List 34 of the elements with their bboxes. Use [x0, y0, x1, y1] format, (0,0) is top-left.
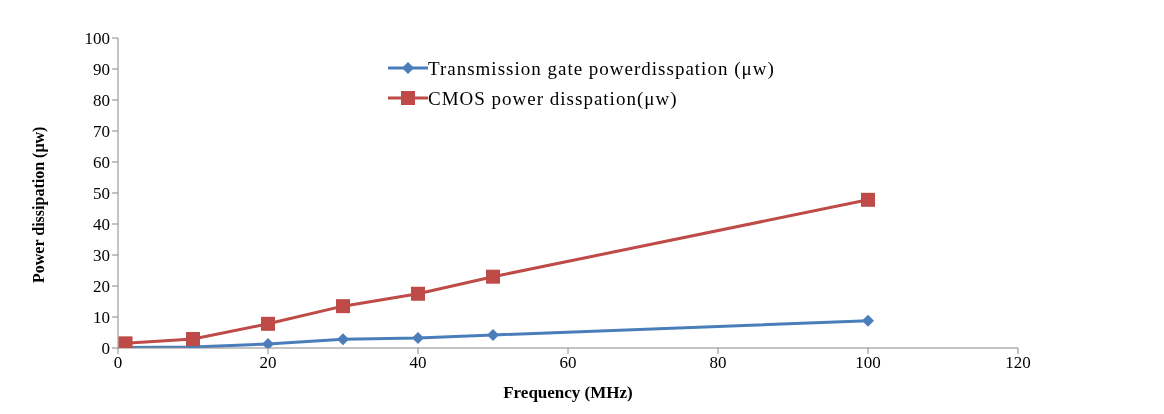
point — [412, 332, 424, 345]
y-tick-label: 0 — [101, 339, 110, 359]
y-tick-label: 20 — [93, 277, 110, 297]
y-tick-label: 90 — [93, 60, 110, 80]
x-tick-label: 120 — [1005, 353, 1031, 373]
y-tick-label: 10 — [93, 308, 110, 328]
point — [337, 333, 349, 346]
x-tick-label: 0 — [113, 353, 123, 373]
x-tick-label: 80 — [709, 353, 727, 373]
point — [411, 286, 425, 301]
point — [336, 299, 350, 314]
x-tick-label: 40 — [409, 353, 427, 373]
x-tick-label: 100 — [855, 353, 881, 373]
y-tick-label: 70 — [93, 122, 110, 142]
y-tick-label: 40 — [93, 215, 110, 235]
y-tick-label: 60 — [93, 153, 110, 173]
point — [118, 336, 133, 348]
point — [186, 332, 200, 347]
legend-label: Transmission gate powerdisspation (μw) — [428, 58, 775, 80]
y-tick-label: 50 — [93, 184, 110, 204]
y-axis-title: Power dissipation (μw) — [29, 126, 48, 283]
point — [861, 192, 875, 207]
y-tick-label: 80 — [93, 91, 110, 111]
legend-label: CMOS power disspation(μw) — [428, 88, 678, 110]
x-axis-title: Frequency (MHz) — [503, 383, 633, 402]
point — [261, 316, 275, 331]
point — [487, 328, 499, 341]
point — [862, 314, 874, 327]
point — [486, 269, 500, 284]
point — [262, 337, 274, 348]
x-tick-label: 60 — [559, 353, 577, 373]
y-tick-label: 30 — [93, 246, 110, 266]
x-tick-label: 20 — [259, 353, 277, 373]
y-tick-label: 100 — [84, 29, 110, 49]
